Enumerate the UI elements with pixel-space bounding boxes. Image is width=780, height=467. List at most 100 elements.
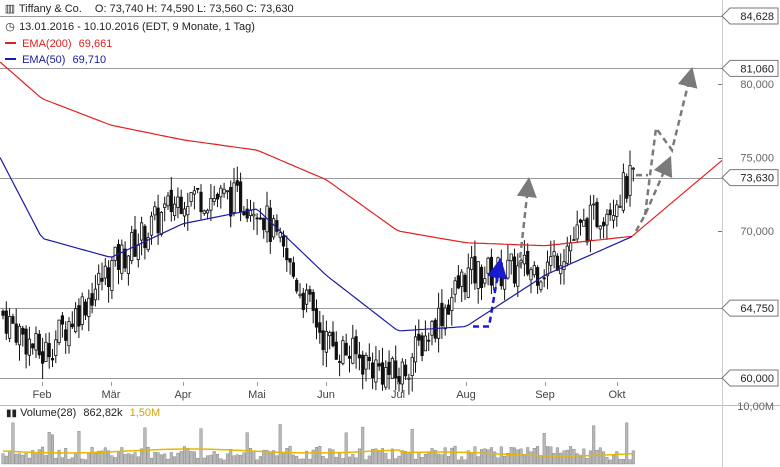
candle-up <box>337 361 342 364</box>
candle-up <box>628 165 632 196</box>
volume-bar <box>400 450 404 465</box>
volume-bar <box>328 448 332 465</box>
candle-down <box>417 333 421 341</box>
candle-up <box>202 210 206 214</box>
candle-up <box>522 254 527 265</box>
candle-down <box>542 277 546 280</box>
volume-bar <box>143 427 147 465</box>
candle-up <box>149 215 154 236</box>
volume-bar <box>219 458 223 465</box>
candle-up <box>103 265 107 279</box>
ema50-swatch <box>5 58 16 61</box>
x-axis-label: Feb <box>33 389 52 401</box>
candle-up <box>592 203 596 206</box>
volume-bar <box>272 450 276 465</box>
volume-bar <box>404 451 408 465</box>
volume-bar <box>209 454 213 465</box>
volume-bar <box>173 456 177 465</box>
candle-down <box>60 315 65 325</box>
volume-bar <box>149 457 153 465</box>
candle-down <box>4 310 8 334</box>
candle-down <box>536 267 540 286</box>
candle-up <box>615 204 619 217</box>
candle-up <box>390 357 395 379</box>
candle-up <box>453 280 457 295</box>
candle-up <box>460 271 464 287</box>
candle-down <box>14 323 18 343</box>
candle-down <box>255 217 259 220</box>
volume-bar <box>315 447 319 465</box>
volume-bar <box>225 453 229 465</box>
candle-up <box>598 225 602 230</box>
candle-up <box>120 244 124 274</box>
candle-up <box>407 377 411 380</box>
candle-down <box>370 362 375 379</box>
volume-bar <box>430 448 434 465</box>
volume-bar <box>351 453 355 465</box>
volume-bar <box>588 450 592 465</box>
candle-down <box>258 217 263 220</box>
volume-bar <box>288 445 292 465</box>
volume-bar <box>384 452 388 465</box>
y-axis-label: 60,000 <box>740 373 774 385</box>
volume-bar <box>83 459 87 465</box>
candle-up <box>486 257 490 274</box>
volume-bar <box>529 451 533 465</box>
candle-down <box>295 279 299 292</box>
y-axis-label: 75,000 <box>740 153 774 165</box>
candle-down <box>512 256 517 284</box>
candle-up <box>569 242 573 252</box>
candle-up <box>549 256 553 266</box>
y-axis-label: 64,750 <box>740 303 774 315</box>
volume-bar <box>74 453 78 465</box>
volume-bar <box>130 454 134 465</box>
candle-up <box>529 269 533 281</box>
candle-down <box>489 256 494 286</box>
volume-bar <box>239 454 243 465</box>
price-label-box <box>721 59 779 77</box>
candle-down <box>21 327 25 335</box>
candle-up <box>631 167 635 170</box>
candle-up <box>582 219 586 227</box>
candle-down <box>179 196 183 215</box>
volume-bar <box>499 446 503 465</box>
ema200-legend[interactable]: EMA(200) 69,661 <box>4 37 112 52</box>
candle-down <box>229 186 233 217</box>
candle-up <box>324 330 329 353</box>
candle-down <box>47 343 51 358</box>
volume-bar <box>77 431 81 465</box>
candle-up <box>232 182 236 213</box>
candle-up <box>222 188 226 194</box>
volume-value: 862,82k <box>83 407 123 419</box>
y-axis-label: 80,000 <box>740 79 774 91</box>
candle-down <box>37 333 41 356</box>
candle-down <box>41 351 45 364</box>
volume-bar <box>631 450 635 465</box>
volume-bar <box>592 425 596 465</box>
candle-up <box>271 218 276 238</box>
volume-bar <box>64 447 68 465</box>
candle-down <box>215 193 220 200</box>
volume-bar <box>344 432 348 465</box>
volume-bar <box>57 449 61 465</box>
candle-down <box>394 360 398 379</box>
volume-bar <box>163 453 167 465</box>
volume-bar <box>522 454 526 465</box>
candle-down <box>321 330 325 351</box>
x-axis-label: Aug <box>456 389 476 401</box>
candle-down <box>235 180 239 186</box>
volume-bar <box>456 459 460 465</box>
volume-bar <box>27 457 31 465</box>
candle-down <box>77 305 81 327</box>
volume-bar <box>120 447 124 465</box>
volume-bar <box>186 447 190 465</box>
candle-up <box>113 246 117 261</box>
volume-bar <box>295 455 299 465</box>
candle-up <box>572 239 576 241</box>
volume-bar <box>1 453 5 465</box>
candles <box>1 150 635 395</box>
volume-bar <box>153 452 157 465</box>
ema50-legend[interactable]: EMA(50) 69,710 <box>4 53 106 68</box>
title-row: ▥ Tiffany & Co. O: 73,740 H: 74,590 L: 7… <box>4 2 294 17</box>
volume-bar <box>463 459 467 465</box>
